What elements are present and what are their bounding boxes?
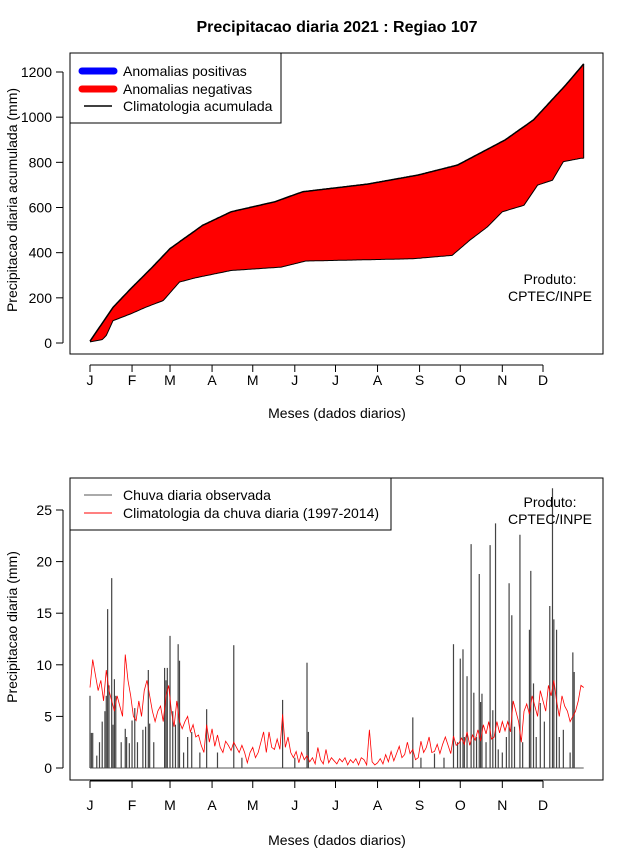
y-tick-label: 10: [36, 657, 52, 673]
x-tick-label: M: [247, 797, 259, 813]
y-tick-label: 800: [29, 154, 53, 170]
y-tick-label: 0: [44, 335, 52, 351]
x-tick-label: A: [207, 797, 217, 813]
daily-panel: 0 5 10 15 20 25 J F M A M J J A S O N D Meses (dados dia…: [4, 477, 604, 848]
observed-cumulative-line: [89, 157, 584, 343]
legend-label: Anomalias negativas: [123, 81, 252, 97]
x-tick-label: J: [87, 372, 94, 388]
x-tick-label: J: [332, 372, 339, 388]
x-axis-label: Meses (dados diarios): [268, 405, 406, 421]
x-tick-label: O: [455, 797, 466, 813]
y-axis-label: Precipitacao diaria acumulada (mm): [4, 88, 20, 312]
plot-frame: [69, 52, 604, 355]
y-tick-label: 1000: [21, 109, 52, 125]
y-tick-label: 600: [29, 200, 53, 216]
y-tick-label: 15: [36, 605, 52, 621]
y-tick-label: 0: [44, 760, 52, 776]
x-tick-label: J: [291, 797, 298, 813]
x-tick-label: F: [128, 372, 137, 388]
y-tick-label: 20: [36, 554, 52, 570]
anomaly-area-layer: [89, 63, 585, 343]
x-tick-label: J: [87, 797, 94, 813]
x-tick-label: A: [373, 797, 383, 813]
y-tick-label: 5: [44, 708, 52, 724]
legend-label: Climatologia acumulada: [123, 98, 273, 114]
x-tick-label: S: [415, 372, 424, 388]
climatology-cumulative-line: [89, 63, 585, 342]
legend: Anomalias positivas Anomalias negativas …: [69, 52, 282, 124]
x-tick-label: M: [247, 372, 259, 388]
observed-bars-layer: [89, 488, 584, 769]
annotation: CPTEC/INPE: [508, 511, 592, 527]
legend-label: Chuva diaria observada: [123, 487, 271, 503]
annotation: CPTEC/INPE: [508, 288, 592, 304]
x-tick-label: F: [128, 797, 137, 813]
legend-box: [69, 477, 392, 531]
y-axis: 0 200 400 600 800 1000 1200: [21, 64, 64, 351]
annotation: Produto:: [524, 494, 577, 510]
climatology-line-layer: [89, 654, 584, 767]
x-tick-label: N: [497, 797, 507, 813]
x-tick-label: A: [373, 372, 383, 388]
annotation: Produto:: [524, 271, 577, 287]
y-tick-label: 200: [29, 290, 53, 306]
x-tick-label: M: [164, 372, 176, 388]
legend-label: Anomalias positivas: [123, 63, 247, 79]
climatology-daily-line: [89, 654, 584, 767]
x-tick-label: J: [291, 372, 298, 388]
y-axis: 0 5 10 15 20 25: [36, 502, 64, 776]
x-tick-label: N: [497, 372, 507, 388]
x-tick-label: J: [332, 797, 339, 813]
negative-anomaly-area: [90, 63, 584, 342]
x-tick-label: M: [164, 797, 176, 813]
legend-label: Climatologia da chuva diaria (1997-2014): [123, 505, 379, 521]
x-tick-label: D: [538, 372, 548, 388]
x-tick-label: D: [538, 797, 548, 813]
legend: Chuva diaria observada Climatologia da c…: [69, 477, 392, 531]
x-tick-label: A: [207, 372, 217, 388]
chart-title: Precipitacao diaria 2021 : Regiao 107: [196, 19, 477, 36]
x-tick-label: O: [455, 372, 466, 388]
cumulative-panel: 0 200 400 600 800 1000 1200 J F M A M J J A S O N D Meses…: [4, 52, 604, 421]
y-tick-label: 1200: [21, 64, 52, 80]
x-tick-label: S: [415, 797, 424, 813]
y-tick-label: 25: [36, 502, 52, 518]
y-tick-label: 400: [29, 245, 53, 261]
x-axis-label: Meses (dados diarios): [268, 832, 406, 848]
y-axis-label: Precipitacao diaria (mm): [4, 551, 20, 703]
